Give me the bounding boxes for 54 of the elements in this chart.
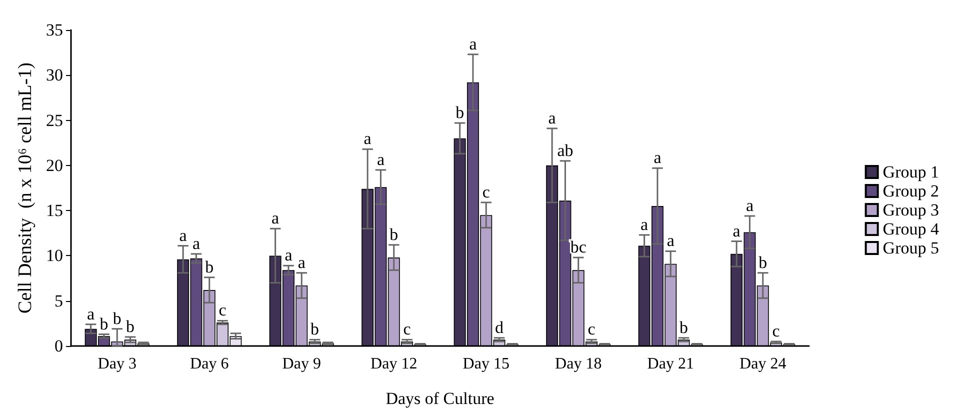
data-label: b [100,314,108,334]
x-tick-label: Day 3 [98,356,136,372]
y-tick-label: 10 [46,246,63,266]
data-label: c [403,320,412,339]
data-label: b [390,224,398,244]
y-tick-label: 15 [46,201,63,220]
x-tick-label: Day 6 [190,356,229,372]
x-tick-label: Day 15 [462,356,510,372]
data-label: a [272,208,280,228]
legend-label: Group 5 [882,238,940,258]
y-axis-title: Cell Density (n x 10⁶ cell mL-1) [15,62,36,314]
data-label: a [364,129,372,148]
x-tick-label: Day 21 [647,356,694,372]
x-axis-title: Days of Culture [386,389,494,408]
data-label: a [640,214,649,234]
data-label: b [112,308,122,328]
data-label: c [218,300,227,320]
x-tick-label: Day 24 [740,356,786,372]
data-label: a [654,148,662,168]
data-label: a [746,196,754,215]
data-label: d [495,318,504,337]
data-label: c [588,320,596,339]
data-label: a [87,304,96,324]
legend-label: Group 2 [882,182,940,200]
data-label: c [482,182,490,202]
data-label: a [548,108,556,128]
data-label: b [758,252,768,272]
data-label: a [732,221,741,240]
x-tick-label: Day 9 [282,356,321,372]
data-label: a [298,252,306,272]
legend-label: Group 4 [882,220,940,238]
y-tick-label: 20 [46,156,63,175]
data-label: b [456,102,464,122]
data-label: a [376,150,385,169]
y-tick-label: 0 [54,336,63,356]
data-label: b [680,318,688,337]
data-label: c [772,321,780,340]
data-label: a [666,231,675,250]
data-label: b [205,257,214,276]
y-tick-label: 25 [46,110,63,130]
data-label: ab [557,140,574,160]
legend-label: Group 3 [882,200,940,220]
legend-label: Group 1 [882,162,940,182]
x-tick-label: Day 18 [555,356,602,372]
data-label: a [284,246,293,265]
y-tick-label: 35 [46,20,63,40]
data-label: a [179,226,188,245]
data-label: a [469,34,478,54]
data-label: b [126,316,135,336]
y-tick-label: 30 [46,66,63,85]
data-label: b [310,320,320,339]
data-label: a [192,234,200,253]
y-tick-label: 5 [54,291,63,310]
x-tick-label: Day 12 [370,356,418,372]
